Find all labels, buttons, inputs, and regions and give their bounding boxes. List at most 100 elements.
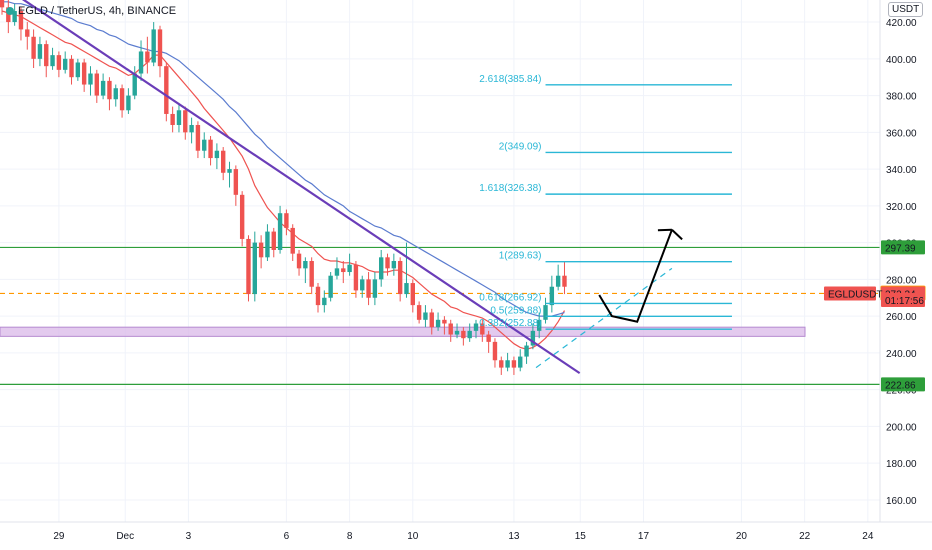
candle-body <box>499 360 504 368</box>
trendline <box>21 0 581 375</box>
candle-body <box>341 268 346 273</box>
candle-body <box>454 330 460 335</box>
projection-arrow <box>598 229 673 323</box>
candle-body <box>423 312 428 320</box>
candle-body <box>505 360 510 368</box>
fib-level-label: 2.618(385.84) <box>479 74 541 85</box>
candle-body <box>252 242 257 295</box>
candle-body <box>195 124 201 151</box>
candle-body <box>233 169 239 195</box>
candle-body <box>397 261 403 295</box>
candle-body <box>107 80 112 100</box>
candle-body <box>549 286 555 306</box>
candle-body <box>360 279 365 291</box>
fib-level-label: 1(289.63) <box>499 251 542 262</box>
candle-body <box>334 268 340 276</box>
price-axis[interactable]: 160.00180.00200.00220.00240.00260.00280.… <box>879 0 917 522</box>
candle-body <box>50 55 55 67</box>
candle-body <box>379 257 384 280</box>
currency-badge[interactable]: USDT <box>888 2 924 17</box>
candle-body <box>170 113 175 125</box>
price-label-bg <box>881 292 925 307</box>
candle-body <box>461 330 466 339</box>
price-tick-label: 260.00 <box>886 312 917 323</box>
candle-body <box>467 330 472 339</box>
fib-level-label: 0.618(266.92) <box>479 292 541 303</box>
candle-body <box>12 11 17 23</box>
time-tick-label: 17 <box>638 531 650 542</box>
candle-body <box>176 110 182 125</box>
price-label-text: 297.39 <box>885 243 916 254</box>
candle-body <box>44 44 49 67</box>
candle-body <box>366 279 371 298</box>
candle-body <box>543 305 548 320</box>
trendline-layer[interactable] <box>2 0 581 375</box>
candle-body <box>271 231 276 250</box>
chart-title: EGLD / TetherUS, 4h, BINANCE <box>6 5 176 17</box>
price-tick-label: 240.00 <box>886 349 917 360</box>
candle-body <box>37 44 43 59</box>
candle-body <box>562 275 567 287</box>
fibonacci-extension[interactable]: 2.618(385.84) 2(349.09) 1.618(326.38) 1(289… <box>479 74 732 330</box>
candle-body <box>157 29 163 67</box>
price-tick-label: 320.00 <box>886 202 917 213</box>
candle-body <box>309 261 314 287</box>
candle-body <box>214 150 220 159</box>
candle-body <box>145 51 150 63</box>
candle-body <box>164 66 169 114</box>
time-tick-label: 10 <box>407 531 419 542</box>
time-tick-label: 20 <box>736 531 748 542</box>
candle-body <box>315 286 321 306</box>
fib-level-label: 0.382(252.88) <box>479 318 541 329</box>
price-tick-label: 280.00 <box>886 275 917 286</box>
candle-body <box>524 345 529 357</box>
candle-body <box>328 275 333 298</box>
candle-body <box>69 58 74 78</box>
chart-title-text: EGLD / TetherUS, 4h, BINANCE <box>18 5 177 17</box>
candle-body <box>416 305 422 320</box>
candle-body <box>303 261 308 269</box>
candle-body <box>511 360 517 368</box>
price-tick-label: 360.00 <box>886 128 917 139</box>
candle-body <box>290 227 295 254</box>
price-label-bg <box>881 240 925 255</box>
candle-body <box>429 312 434 328</box>
candle-body <box>75 62 81 78</box>
candle-body <box>88 73 93 85</box>
candle-body <box>480 323 485 335</box>
candle-body <box>138 51 144 74</box>
price-tick-label: 420.00 <box>886 18 917 29</box>
time-tick-label: 24 <box>862 531 874 542</box>
candle-body <box>442 319 447 324</box>
time-tick-label: 13 <box>508 531 520 542</box>
symbol-tag-bg <box>824 286 876 301</box>
ma-slow-line <box>2 1 565 317</box>
support-zone <box>0 326 806 337</box>
time-tick-label: 6 <box>284 531 290 542</box>
price-tick-label: 340.00 <box>886 165 917 176</box>
market-status-icon <box>6 7 14 16</box>
time-tick-label: 8 <box>347 531 353 542</box>
price-tick-label: 400.00 <box>886 55 917 66</box>
price-tick-label: 200.00 <box>886 422 917 433</box>
candle-body <box>239 194 245 239</box>
grid <box>0 0 880 522</box>
candle-body <box>208 139 213 159</box>
symbol-tag: EGLDUSDT <box>828 289 882 300</box>
price-tick-label: 160.00 <box>886 496 917 507</box>
time-axis[interactable]: 29 Dec 3 6 8 10 13 15 17 20 22 24 <box>0 521 932 542</box>
projection-path[interactable] <box>535 228 683 369</box>
candle-body <box>258 242 264 258</box>
candle-body <box>151 29 156 63</box>
candle-body <box>81 62 87 85</box>
candle-body <box>448 323 453 335</box>
fib-level-label: 1.618(326.38) <box>479 183 541 194</box>
candle-body <box>435 319 441 328</box>
candle-body <box>227 169 232 173</box>
support-lines <box>0 246 880 386</box>
candle-body <box>385 257 390 269</box>
candle-body <box>189 124 194 133</box>
time-tick-label: 29 <box>53 531 65 542</box>
arrow-head <box>671 229 683 241</box>
